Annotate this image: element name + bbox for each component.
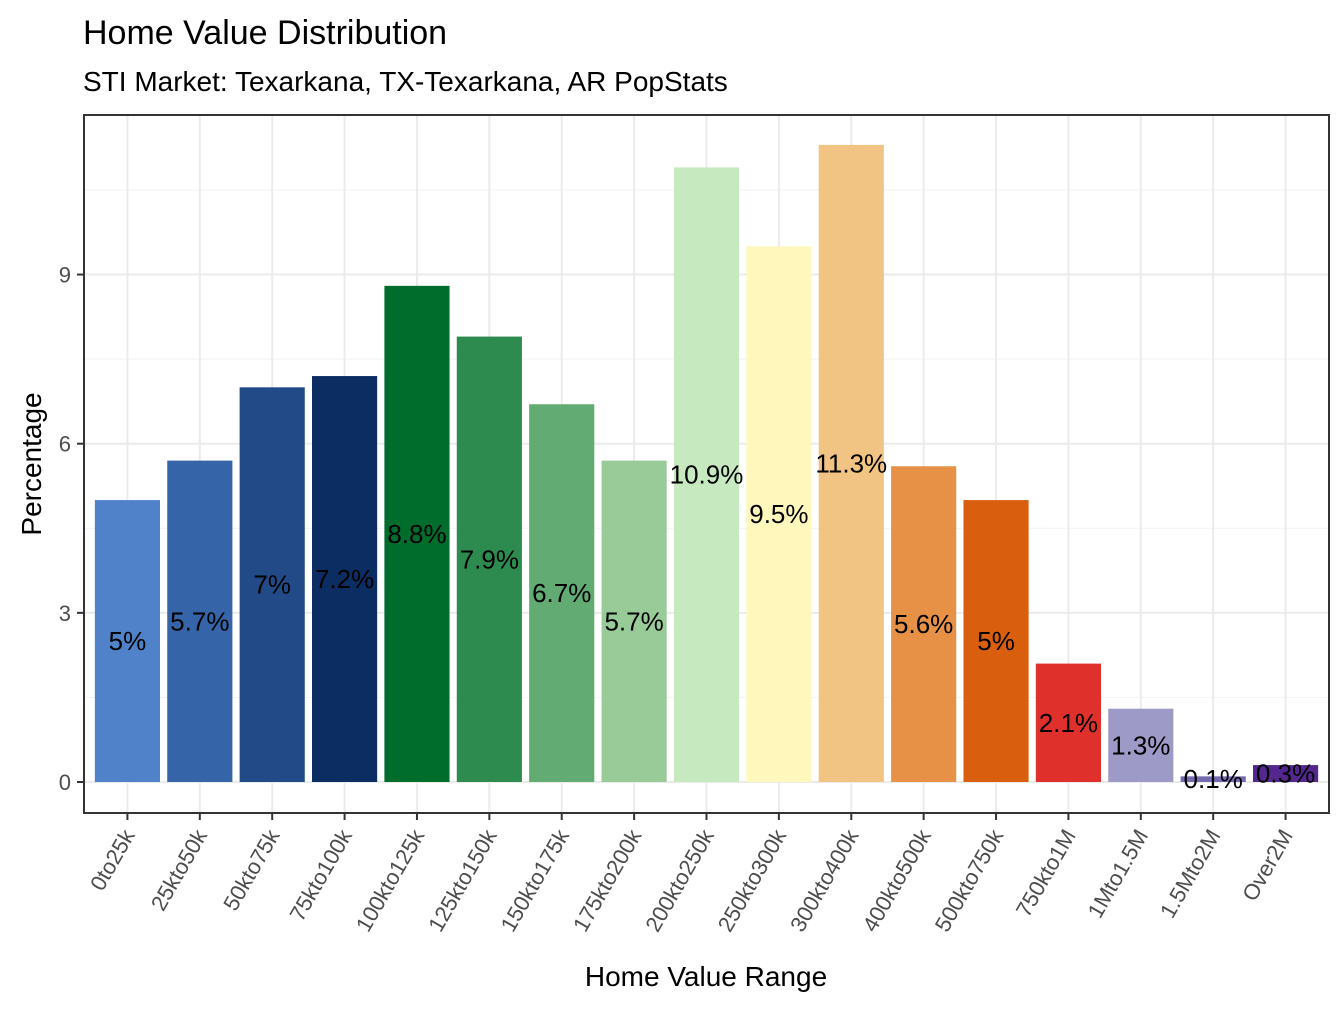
x-axis-title: Home Value Range — [585, 961, 827, 992]
y-axis-title: Percentage — [16, 392, 47, 535]
data-label: 7.2% — [315, 564, 374, 594]
x-tick-label: 400kto500k — [857, 824, 936, 936]
x-tick-label: 500kto750k — [930, 824, 1009, 936]
x-tick-label: 200kto250k — [640, 824, 719, 936]
x-tick-label: 175kto200k — [568, 824, 647, 936]
data-label: 7% — [253, 570, 291, 600]
data-label: 5% — [977, 626, 1015, 656]
x-tick-label: 75kto100k — [284, 824, 357, 925]
bar-25kto50k — [167, 460, 233, 782]
data-label: 8.8% — [387, 519, 446, 549]
y-tick-label: 0 — [59, 770, 71, 795]
x-tick-label: 750kto1M — [1011, 825, 1081, 921]
y-tick-label: 6 — [59, 432, 71, 457]
chart-subtitle: STI Market: Texarkana, TX-Texarkana, AR … — [83, 66, 728, 97]
y-tick-label: 3 — [59, 601, 71, 626]
bar-250kto300k — [746, 246, 812, 782]
bars — [94, 144, 1319, 782]
bar-1Mto1.5M — [1108, 708, 1174, 782]
x-tick-label: 300kto400k — [785, 824, 864, 936]
data-label: 1.3% — [1111, 730, 1170, 760]
bar-50kto75k — [239, 387, 305, 782]
y-tick-label: 9 — [59, 263, 71, 288]
bar-1.5Mto2M — [1180, 776, 1246, 782]
bar-150kto175k — [529, 404, 595, 782]
bar-0to25k — [94, 500, 161, 782]
x-tick-label: 125kto150k — [423, 824, 502, 936]
data-label: 6.7% — [532, 578, 591, 608]
data-label: 9.5% — [749, 499, 808, 529]
y-axis: 0 3 6 9 — [59, 263, 84, 795]
x-tick-label: 25kto50k — [146, 824, 213, 915]
bar-400kto500k — [891, 466, 957, 782]
data-label: 5.6% — [894, 609, 953, 639]
x-tick-label: 250kto300k — [713, 824, 792, 936]
data-label: 0.3% — [1256, 759, 1315, 789]
bar-200kto250k — [673, 167, 740, 782]
x-tick-label: 1.5Mto2M — [1155, 825, 1226, 922]
x-tick-label: 0to25k — [85, 824, 140, 895]
x-tick-label: Over2M — [1237, 825, 1298, 905]
data-label: 5% — [109, 626, 147, 656]
data-label: 7.9% — [460, 544, 519, 574]
bar-500kto750k — [963, 500, 1029, 782]
data-label: 5.7% — [604, 606, 663, 636]
data-label: 5.7% — [170, 606, 229, 636]
bar-100kto125k — [384, 285, 450, 782]
bar-175kto200k — [601, 460, 667, 782]
data-label: 11.3% — [815, 448, 887, 478]
bar-750kto1M — [1035, 663, 1101, 782]
bar-75kto100k — [312, 376, 378, 782]
x-tick-label: 1Mto1.5M — [1083, 825, 1154, 922]
bar-Over2M — [1252, 765, 1319, 782]
data-label: 0.1% — [1184, 764, 1243, 794]
chart-title: Home Value Distribution — [83, 14, 447, 52]
bar-300kto400k — [818, 144, 884, 782]
data-label: 10.9% — [670, 460, 744, 490]
x-tick-label: 50kto75k — [218, 824, 285, 915]
bar-125kto150k — [456, 336, 522, 782]
x-axis: 0to25k 25kto50k 50kto75k 75kto100k100kto125… — [85, 813, 1298, 936]
x-tick-label: 100kto125k — [351, 824, 430, 936]
data-labels: 5% 5.7% 7% 7.2% 8.8% 7.9% 6.7% 5.7% 10.9%9.5%11.… — [109, 448, 1316, 794]
x-tick-label: 150kto175k — [496, 824, 575, 936]
data-label: 2.1% — [1039, 708, 1098, 738]
